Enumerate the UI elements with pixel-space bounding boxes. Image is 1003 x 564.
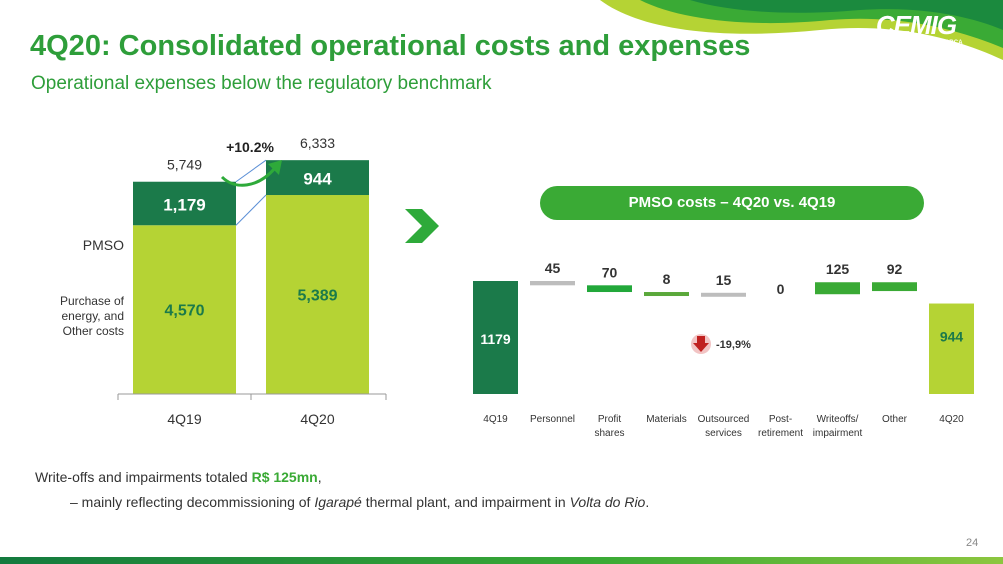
waterfall-label-5: 0 bbox=[777, 281, 785, 297]
change-label: -19,9% bbox=[716, 339, 751, 351]
note-writeoffs: Write-offs and impairments totaled R$ 12… bbox=[35, 469, 322, 485]
header-swoosh bbox=[600, 0, 1003, 60]
waterfall-bar-4 bbox=[701, 292, 746, 297]
label-pmso-4Q19: 1,179 bbox=[163, 195, 206, 214]
page-subtitle: Operational expenses below the regulator… bbox=[31, 73, 492, 94]
waterfall-category-5: Post- bbox=[769, 414, 792, 425]
waterfall-bar-8 bbox=[929, 303, 974, 394]
bar-pmso-4Q20 bbox=[266, 160, 369, 196]
note-emphasis: Igarapé bbox=[314, 494, 362, 510]
note-detail: – mainly reflecting decommissioning of I… bbox=[70, 494, 649, 510]
waterfall-bar-1 bbox=[530, 281, 575, 286]
logo-tagline: NOSSA ENERGIA, SUA FORÇA bbox=[869, 40, 963, 46]
series-label-purchase: energy, and bbox=[62, 309, 125, 323]
waterfall-title-banner: PMSO costs – 4Q20 vs. 4Q19 bbox=[540, 186, 924, 220]
label-total-4Q19: 5,749 bbox=[167, 157, 202, 173]
waterfall-category-6: impairment bbox=[813, 428, 863, 439]
label-purchase-4Q19: 4,570 bbox=[164, 303, 204, 320]
tick-label-4Q20: 4Q20 bbox=[300, 411, 334, 427]
bar-purchase-4Q19 bbox=[133, 225, 236, 394]
waterfall-label-7: 92 bbox=[887, 261, 903, 277]
waterfall-category-3: Materials bbox=[646, 414, 687, 425]
series-label-purchase: Other costs bbox=[63, 324, 124, 338]
waterfall-category-6: Writeoffs/ bbox=[817, 414, 859, 425]
waterfall-chart: 1179 4Q19 45 Personnel 70 Profit shares 8 Materi… bbox=[473, 260, 974, 439]
note-emphasis: Volta do Rio bbox=[569, 494, 646, 510]
connector-line bbox=[235, 159, 267, 183]
waterfall-bar-7 bbox=[872, 282, 917, 292]
waterfall-category-4: Outsourced bbox=[698, 414, 750, 425]
stacked-bar-chart: 4,570 1,179 5,749 4Q19 5,389 944 6,333 4Q20 PMSO… bbox=[60, 135, 387, 427]
waterfall-bar-2 bbox=[587, 285, 632, 293]
label-pmso-4Q20: 944 bbox=[303, 170, 332, 189]
waterfall-label-1: 45 bbox=[545, 260, 561, 276]
footer-bar bbox=[0, 557, 1003, 564]
waterfall-category-0: 4Q19 bbox=[483, 414, 508, 425]
note-text-suffix: , bbox=[317, 469, 322, 485]
page-number: 24 bbox=[966, 537, 979, 549]
bar-purchase-4Q20 bbox=[266, 195, 369, 394]
label-purchase-4Q20: 5,389 bbox=[297, 288, 337, 305]
cemig-logo: CEMIG NOSSA ENERGIA, SUA FORÇA bbox=[860, 8, 972, 54]
series-label-pmso: PMSO bbox=[83, 237, 124, 253]
connector-line bbox=[235, 194, 267, 226]
growth-arrow-head bbox=[268, 160, 282, 175]
waterfall-category-7: Other bbox=[882, 414, 908, 425]
waterfall-label-3: 8 bbox=[663, 271, 671, 287]
logo-wordmark: CEMIG bbox=[875, 10, 957, 40]
series-label-purchase: Purchase of bbox=[60, 294, 125, 308]
waterfall-category-1: Personnel bbox=[530, 414, 575, 425]
chevron-right-icon bbox=[405, 209, 439, 243]
waterfall-bar-0 bbox=[473, 281, 518, 394]
waterfall-bar-6 bbox=[815, 282, 860, 295]
growth-arrow bbox=[220, 167, 277, 187]
page-title: 4Q20: Consolidated operational costs and… bbox=[30, 30, 751, 62]
growth-label: +10.2% bbox=[226, 139, 274, 155]
bar-pmso-4Q19 bbox=[133, 181, 236, 226]
waterfall-category-8: 4Q20 bbox=[939, 414, 964, 425]
note-text: thermal plant, and impairment in bbox=[361, 494, 570, 510]
note-text-suffix: . bbox=[645, 494, 650, 510]
waterfall-category-4: services bbox=[705, 428, 742, 439]
down-arrow-icon bbox=[693, 336, 709, 352]
waterfall-label-2: 70 bbox=[602, 264, 618, 280]
waterfall-label-4: 15 bbox=[716, 272, 732, 288]
note-text: – mainly reflecting decommissioning of bbox=[70, 494, 315, 510]
tick-label-4Q19: 4Q19 bbox=[167, 411, 201, 427]
waterfall-label-6: 125 bbox=[826, 261, 850, 277]
waterfall-label-8: 944 bbox=[940, 329, 964, 345]
waterfall-category-2: shares bbox=[594, 428, 624, 439]
waterfall-label-0: 1179 bbox=[480, 331, 511, 347]
waterfall-category-5: retirement bbox=[758, 428, 803, 439]
label-total-4Q20: 6,333 bbox=[300, 135, 335, 151]
waterfall-bar-3 bbox=[644, 292, 689, 297]
note-text: Write-offs and impairments totaled bbox=[35, 469, 252, 485]
note-highlight: R$ 125mn bbox=[251, 469, 318, 485]
waterfall-category-2: Profit bbox=[598, 414, 622, 425]
